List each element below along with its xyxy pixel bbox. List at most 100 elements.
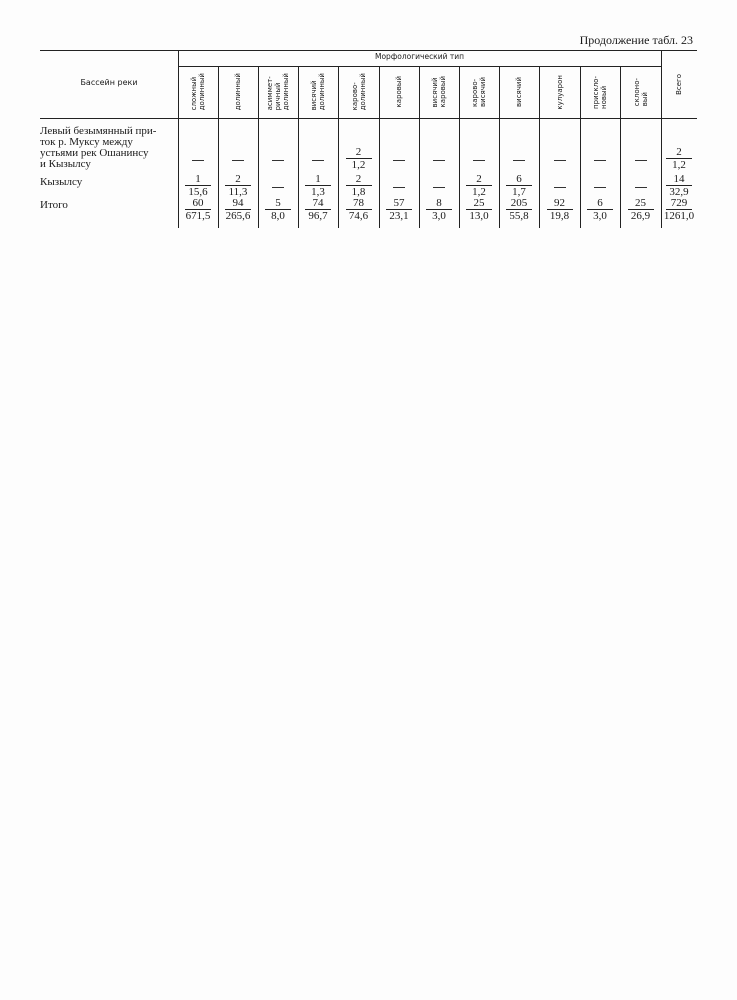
- table-cell: 1 15,6: [178, 173, 218, 198]
- table-cell: [258, 152, 298, 164]
- cell-denominator: 26,9: [630, 210, 651, 222]
- empty-dash: [393, 160, 405, 161]
- empty-dash: [634, 160, 647, 161]
- cell-denominator: 1,3: [311, 186, 325, 198]
- table-cell: 60 671,5: [178, 197, 218, 222]
- cell-numerator: 94: [225, 197, 251, 210]
- table-cell: 205 55,8: [499, 197, 539, 222]
- column-header: висячий: [499, 67, 539, 117]
- column-header: висячий долинный: [298, 67, 338, 117]
- column-divider: [580, 66, 581, 228]
- table-cell: 57 23,1: [379, 197, 419, 222]
- column-header: карово- долинный: [338, 67, 379, 117]
- row-label: Левый безымянный при- ток р. Муксу между…: [40, 125, 157, 170]
- column-divider: [499, 66, 500, 228]
- cell-numerator: 25: [627, 197, 654, 210]
- column-divider: [178, 50, 179, 228]
- table-cell: [539, 152, 580, 164]
- table-cell: [419, 179, 459, 191]
- column-header: висячий каровый: [419, 67, 459, 117]
- table-cell: [379, 179, 419, 191]
- table-cell: [419, 152, 459, 164]
- empty-dash: [513, 160, 525, 161]
- cell-numerator: 6: [587, 197, 613, 210]
- table-cell: [218, 152, 258, 164]
- column-header: карово- висячий: [459, 67, 499, 117]
- table-cell: [620, 152, 661, 164]
- cell-denominator: 55,8: [509, 210, 529, 222]
- table-cell: 14 32,9: [661, 173, 697, 198]
- column-header-label: каровый: [395, 76, 403, 108]
- table-cell: 78 74,6: [338, 197, 379, 222]
- cell-denominator: 1,2: [351, 159, 366, 171]
- column-divider: [539, 66, 540, 228]
- empty-dash: [594, 187, 606, 188]
- cell-denominator: 3,0: [432, 210, 446, 222]
- cell-numerator: 78: [345, 197, 372, 210]
- cell-denominator: 1261,0: [663, 210, 695, 222]
- empty-dash: [232, 160, 244, 161]
- cell-numerator: 2: [345, 146, 372, 159]
- cell-denominator: 32,9: [669, 186, 689, 198]
- empty-dash: [553, 187, 566, 188]
- column-divider: [218, 66, 219, 228]
- table-cell: 5 8,0: [258, 197, 298, 222]
- cell-numerator: 1: [185, 173, 211, 186]
- header-bottom-rule: [40, 118, 697, 119]
- table-cell: 6 3,0: [580, 197, 620, 222]
- cell-denominator: 3,0: [593, 210, 607, 222]
- column-header-label: висячий каровый: [431, 76, 447, 108]
- cell-numerator: 25: [466, 197, 492, 210]
- cell-denominator: 671,5: [185, 210, 211, 222]
- column-header-label: прискло- новый: [592, 75, 608, 109]
- cell-numerator: 1: [305, 173, 331, 186]
- cell-numerator: 729: [666, 197, 692, 210]
- column-header: кулуарон: [539, 67, 580, 117]
- column-divider: [620, 66, 621, 228]
- column-divider: [379, 66, 380, 228]
- column-header-label: кулуарон: [555, 74, 564, 110]
- cell-numerator: 74: [305, 197, 331, 210]
- table-cell: [379, 152, 419, 164]
- cell-denominator: 19,8: [549, 210, 570, 222]
- column-header-label: склоно- вый: [632, 77, 649, 107]
- table-cell: 25 13,0: [459, 197, 499, 222]
- empty-dash: [272, 187, 284, 188]
- table-cell: 1 1,3: [298, 173, 338, 198]
- table-cell: [539, 179, 580, 191]
- table-cell: [580, 152, 620, 164]
- cell-denominator: 11,3: [228, 186, 248, 198]
- table-cell: [298, 152, 338, 164]
- cell-denominator: 1,7: [512, 186, 526, 198]
- cell-denominator: 74,6: [348, 210, 369, 222]
- column-header-label: Всего: [675, 74, 683, 95]
- table-cell: 92 19,8: [539, 197, 580, 222]
- table-top-rule: [40, 50, 697, 51]
- cell-numerator: 2: [466, 173, 492, 186]
- table-cell: 2 11,3: [218, 173, 258, 198]
- table-cell: 74 96,7: [298, 197, 338, 222]
- column-header-label: висячий долинный: [310, 73, 326, 111]
- table-cell: [499, 152, 539, 164]
- column-divider: [459, 66, 460, 228]
- column-header: прискло- новый: [580, 67, 620, 117]
- table-cell: 2 1,2: [338, 146, 379, 171]
- cell-denominator: 13,0: [469, 210, 489, 222]
- cell-denominator: 1,2: [672, 159, 686, 171]
- column-header-label: карово- долинный: [350, 73, 367, 111]
- table-cell: 2 1,2: [459, 173, 499, 198]
- column-header: сложный долинный: [178, 67, 218, 117]
- empty-dash: [473, 160, 485, 161]
- cell-numerator: 2: [225, 173, 251, 186]
- cell-numerator: 14: [666, 173, 692, 186]
- cell-denominator: 265,6: [225, 210, 251, 222]
- table-cell: [459, 152, 499, 164]
- cell-numerator: 60: [185, 197, 211, 210]
- cell-numerator: 92: [546, 197, 573, 210]
- empty-dash: [393, 187, 405, 188]
- morphological-type-header: Морфологический тип: [178, 52, 661, 67]
- column-header: асиммет- ричный долинный: [258, 67, 298, 117]
- row-label: Кызылсу: [40, 176, 83, 188]
- cell-numerator: 8: [426, 197, 452, 210]
- empty-dash: [553, 160, 566, 161]
